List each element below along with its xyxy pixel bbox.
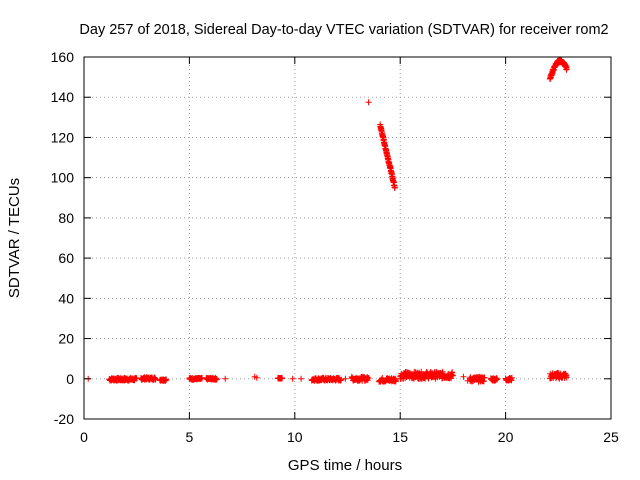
data-point bbox=[449, 372, 456, 379]
data-point bbox=[439, 368, 446, 375]
y-tick-label: 120 bbox=[51, 129, 75, 145]
data-point bbox=[563, 374, 570, 381]
grid bbox=[84, 57, 611, 419]
x-tick-label: 10 bbox=[287, 429, 303, 445]
x-tick-label: 5 bbox=[186, 429, 194, 445]
data-point bbox=[563, 65, 570, 72]
data-point bbox=[508, 374, 515, 381]
y-tick-label: 160 bbox=[51, 49, 75, 65]
x-tick-label: 0 bbox=[80, 429, 88, 445]
data-point bbox=[494, 376, 501, 383]
y-tick-label: 100 bbox=[51, 170, 75, 186]
data-series-sdtvar bbox=[85, 57, 570, 385]
data-point bbox=[460, 373, 467, 380]
y-tick-label: 60 bbox=[58, 250, 74, 266]
data-point bbox=[213, 376, 220, 383]
data-point bbox=[391, 184, 398, 191]
x-axis-label: GPS time / hours bbox=[288, 457, 402, 474]
x-tick-label: 25 bbox=[603, 429, 619, 445]
data-point bbox=[222, 375, 229, 382]
chart-title: Day 257 of 2018, Sidereal Day-to-day VTE… bbox=[79, 22, 608, 38]
data-point bbox=[464, 377, 471, 384]
data-point bbox=[279, 375, 286, 382]
y-tick-label: -20 bbox=[54, 411, 74, 427]
data-point bbox=[342, 375, 349, 382]
data-point bbox=[365, 99, 372, 106]
y-axis-label: SDTVAR / TECUs bbox=[6, 178, 23, 298]
x-tick-label: 15 bbox=[392, 429, 408, 445]
x-tick-labels: 0 5 10 15 20 25 bbox=[80, 429, 619, 445]
data-point bbox=[392, 377, 399, 384]
axis-ticks bbox=[83, 56, 612, 420]
data-point bbox=[253, 374, 260, 381]
data-point bbox=[365, 374, 372, 381]
plot-frame bbox=[83, 56, 612, 420]
data-point bbox=[289, 375, 296, 382]
data-point bbox=[298, 375, 305, 382]
data-point bbox=[163, 376, 170, 383]
y-tick-label: 140 bbox=[51, 89, 75, 105]
data-point bbox=[338, 376, 345, 383]
y-tick-label: 0 bbox=[66, 371, 74, 387]
y-tick-labels: -20 0 20 40 60 80 100 120 140 160 bbox=[51, 49, 75, 427]
data-point bbox=[481, 374, 488, 381]
y-tick-label: 20 bbox=[58, 331, 74, 347]
y-tick-label: 80 bbox=[58, 210, 74, 226]
y-tick-label: 40 bbox=[58, 290, 74, 306]
x-tick-label: 20 bbox=[498, 429, 514, 445]
